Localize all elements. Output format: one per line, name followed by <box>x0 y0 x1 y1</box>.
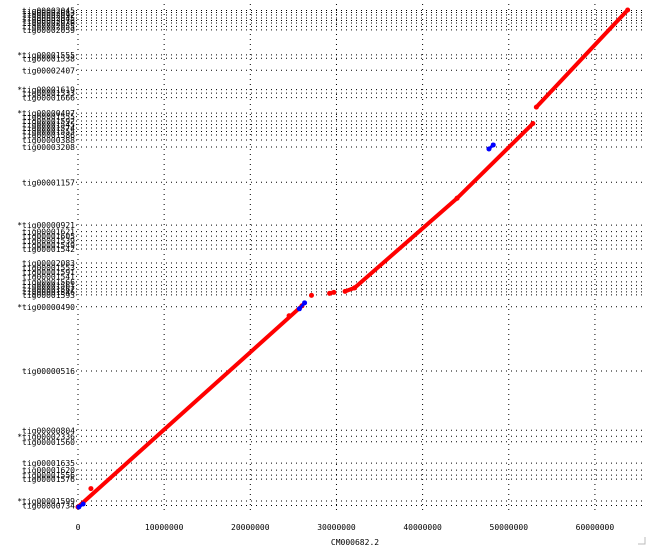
forward-alignment-segment <box>534 7 630 110</box>
contig-label: tig00001556 <box>22 471 75 480</box>
y-axis-labels: tig00002045tig00002013tig00002092tig0000… <box>17 6 75 510</box>
contig-label: tig00000516 <box>22 367 75 376</box>
alignment-endpoint <box>352 285 358 291</box>
contig-label: tig00001555 <box>22 128 75 137</box>
contig-label: tig00001620 <box>22 466 75 475</box>
contig-label: tig00002083 <box>22 259 75 268</box>
x-tick-label: 10000000 <box>145 523 184 532</box>
contig-label: tig00001541 <box>22 272 75 281</box>
contig-label: *tig00000921 <box>17 221 75 230</box>
contig-label: tig00000734 <box>22 502 75 511</box>
contig-label: tig00001533 <box>22 89 75 98</box>
outlier-point <box>88 486 94 492</box>
x-tick-label: 50000000 <box>490 523 529 532</box>
contig-label: tig00002407 <box>22 66 75 75</box>
alignment-endpoint <box>530 121 536 127</box>
contig-label: tig00000388 <box>22 136 75 145</box>
contig-label: tig00002045 <box>22 14 75 23</box>
contig-label: tig00001574 <box>22 124 75 133</box>
contig-label: tig00001591 <box>22 268 75 277</box>
contig-label: tig00001605 <box>22 232 75 241</box>
contig-label: *tig00000490 <box>17 303 75 312</box>
contig-label: tig00001621 <box>22 228 75 237</box>
x-tick-label: 60000000 <box>576 523 615 532</box>
contig-label: tig00002059 <box>22 26 75 35</box>
contig-label: tig00001542 <box>22 245 75 254</box>
contig-label: tig00000804 <box>22 426 75 435</box>
x-tick-label: 20000000 <box>231 523 270 532</box>
contig-label: tig00001539 <box>22 237 75 246</box>
contig-label: tig00002013 <box>22 8 75 17</box>
contig-label: tig00001545 <box>22 121 75 130</box>
alignment-endpoint <box>490 142 496 148</box>
contig-label: tig00001576 <box>22 475 75 484</box>
contig-label: tig00001567 <box>22 285 75 294</box>
contig-label: *tig00001555 <box>17 51 75 60</box>
contig-label: tig00002055 <box>22 22 75 31</box>
alignment-endpoint <box>342 288 348 294</box>
contig-label: tig00001566 <box>22 278 75 287</box>
alignment-endpoint <box>302 300 308 306</box>
contig-label: *tig00001619 <box>17 86 75 95</box>
x-axis-title: CM000682.2 <box>331 538 379 547</box>
alignment-endpoint <box>533 104 539 110</box>
contig-label: tig00001546 <box>22 288 75 297</box>
alignment-endpoint <box>327 290 333 296</box>
contig-label: tig00002045 <box>22 6 75 15</box>
alignment-endpoint <box>486 146 492 152</box>
alignment-endpoint <box>76 504 82 510</box>
alignment-endpoint <box>80 501 86 507</box>
contig-label: tig00001549 <box>22 241 75 250</box>
contig-label: tig00001592 <box>22 117 75 126</box>
contig-label: *tig00000497 <box>17 109 75 118</box>
alignment-plot-area <box>75 7 631 510</box>
contig-label: tig00001666 <box>22 94 75 103</box>
contig-label: tig00002092 <box>22 11 75 20</box>
contig-label: tig00001538 <box>22 54 75 63</box>
contig-label: tig00001586 <box>22 131 75 140</box>
alignment-endpoint <box>454 195 460 201</box>
alignment-endpoint <box>296 306 302 312</box>
contig-label: tig00001593 <box>22 291 75 300</box>
forward-alignment-segment <box>76 303 304 509</box>
contig-label: *tig00001599 <box>17 497 75 506</box>
contig-label: tig00001560 <box>22 438 75 447</box>
contig-label: *tig00002336 <box>17 432 75 441</box>
corner-marker <box>638 537 646 545</box>
contig-label: tig00002076 <box>22 16 75 25</box>
x-tick-label: 30000000 <box>317 523 356 532</box>
contig-label: tig00001157 <box>22 178 75 187</box>
contig-label: tig00001561 <box>22 281 75 290</box>
contig-label: tig00002036 <box>22 19 75 28</box>
contig-label: tig00001555 <box>22 113 75 122</box>
contig-label: tig00001635 <box>22 459 75 468</box>
contig-label: tig00001553 <box>22 263 75 272</box>
x-tick-label: 40000000 <box>403 523 442 532</box>
forward-alignment-segment <box>455 121 535 201</box>
alignment-endpoint <box>625 7 631 13</box>
outlier-point <box>286 313 292 319</box>
x-tick-label: 0 <box>76 523 81 532</box>
outlier-point <box>308 292 314 298</box>
forward-alignment-segment <box>352 196 460 290</box>
outlier-points <box>88 292 314 492</box>
alignment-endpoint <box>331 289 337 295</box>
x-axis-ticks: 0 10000000 20000000 30000000 40000000 5000000… <box>76 523 615 532</box>
contig-label: tig00003208 <box>22 143 75 152</box>
